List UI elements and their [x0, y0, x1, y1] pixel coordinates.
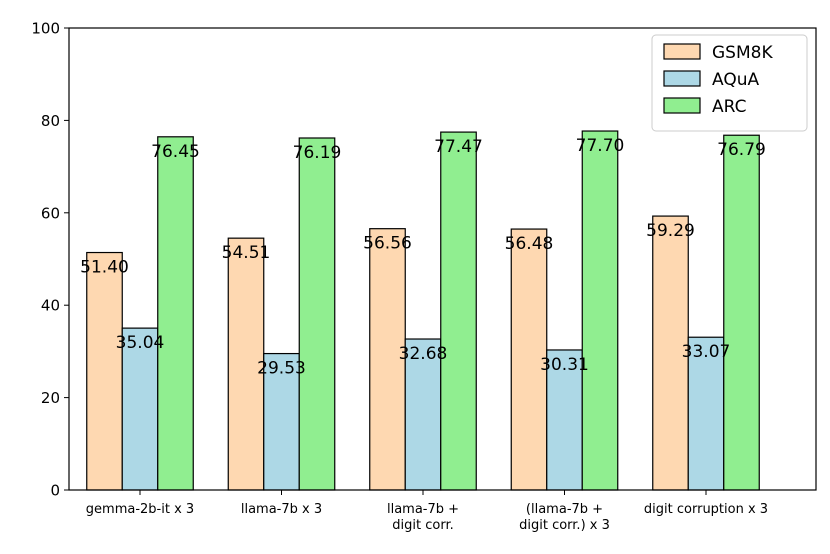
bars-group [86, 130, 760, 491]
bar-gsm8k-3 [510, 228, 548, 491]
data-labels-group: 51.40 35.04 76.45 54.51 29.53 76.19 56.56 32.68… [80, 136, 766, 379]
data-label-aqua-3: 30.31 [540, 355, 589, 375]
x-tick-label-2: llama-7b + digit corr. [387, 502, 459, 533]
data-label-gsm8k-0: 51.40 [80, 258, 129, 278]
data-label-aqua-4: 33.07 [682, 342, 731, 362]
plot-frame [68, 27, 817, 491]
y-tick-label-5: 100 [31, 20, 60, 38]
legend-label-gsm8k: GSM8K [712, 43, 773, 63]
data-label-arc-1: 76.19 [293, 143, 342, 163]
data-label-aqua-2: 32.68 [399, 344, 448, 364]
x-tick-label-1: llama-7b x 3 [241, 502, 322, 517]
bar-gsm8k-4 [652, 215, 689, 491]
y-tick-label-2: 40 [41, 297, 60, 315]
legend: GSM8K AQuA ARC [651, 34, 808, 132]
data-label-arc-4: 76.79 [717, 140, 766, 160]
bar-aqua-0 [121, 327, 159, 491]
bar-arc-4 [723, 134, 760, 491]
data-label-arc-3: 77.70 [576, 136, 625, 156]
bar-gsm8k-1 [227, 237, 265, 491]
data-label-gsm8k-4: 59.29 [646, 221, 695, 241]
data-label-aqua-1: 29.53 [257, 359, 306, 379]
y-axis: 0 20 40 60 80 100 [31, 20, 69, 500]
x-tick-label-3: (llama-7b + digit corr.) x 3 [519, 502, 610, 533]
bar-arc-3 [581, 130, 619, 491]
data-label-arc-2: 77.47 [434, 137, 483, 157]
bar-arc-2 [440, 131, 477, 491]
legend-swatch-arc [663, 97, 701, 114]
y-tick-label-3: 60 [41, 204, 60, 222]
bar-gsm8k-0 [86, 251, 123, 491]
data-label-aqua-0: 35.04 [116, 333, 165, 353]
y-tick-label-0: 0 [50, 482, 60, 500]
data-label-gsm8k-3: 56.48 [505, 234, 554, 254]
data-label-gsm8k-1: 54.51 [222, 243, 271, 263]
bar-arc-0 [157, 136, 194, 491]
x-axis: gemma-2b-it x 3 llama-7b x 3 llama-7b + dig… [86, 490, 768, 533]
legend-swatch-aqua [663, 70, 701, 87]
y-tick-label-1: 20 [41, 389, 60, 407]
legend-label-arc: ARC [712, 97, 746, 117]
bar-arc-1 [298, 137, 336, 491]
x-tick-label-4: digit corruption x 3 [644, 502, 768, 517]
legend-label-aqua: AQuA [712, 70, 759, 90]
legend-swatch-gsm8k [663, 43, 701, 60]
data-label-arc-0: 76.45 [151, 142, 200, 162]
data-label-gsm8k-2: 56.56 [363, 234, 412, 254]
y-tick-label-4: 80 [41, 112, 60, 130]
x-tick-label-0: gemma-2b-it x 3 [86, 502, 194, 517]
bar-aqua-1 [263, 352, 300, 491]
